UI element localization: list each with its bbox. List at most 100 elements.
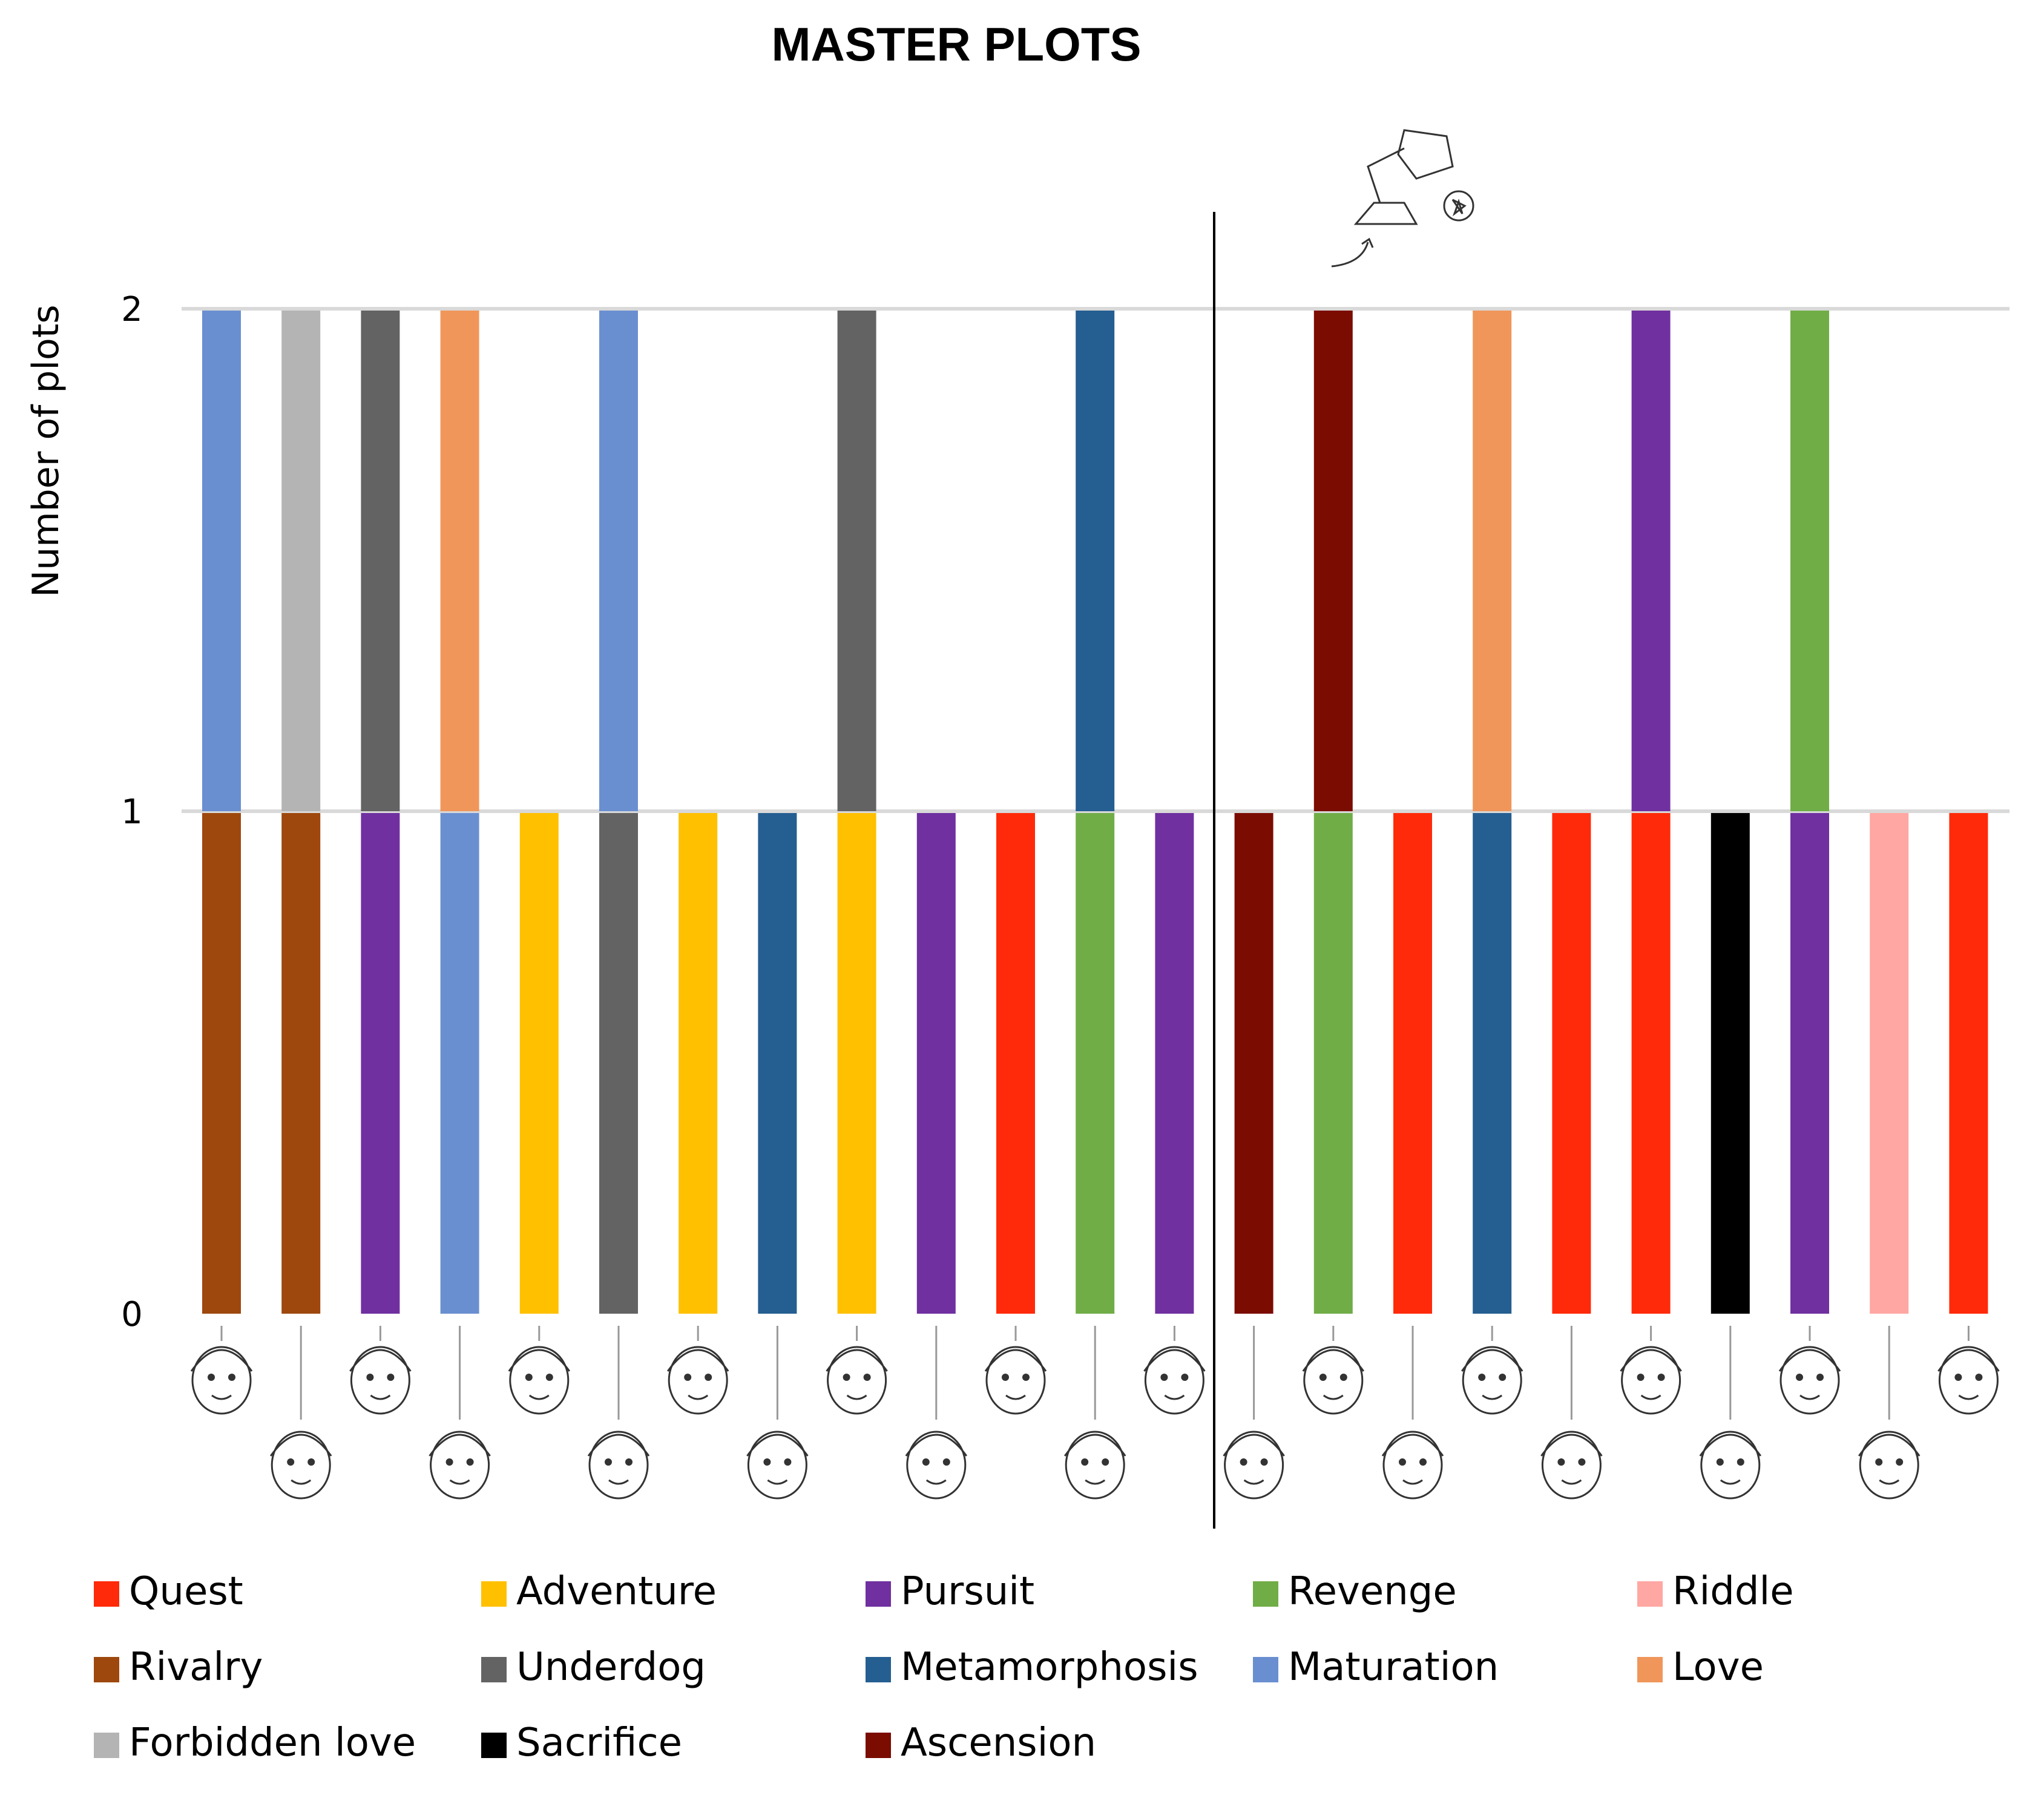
legend-item-love: Love: [1637, 1645, 1764, 1690]
legend-swatch: [1637, 1657, 1663, 1682]
character-sketch-icon: [746, 1431, 809, 1500]
legend: Quest Adventure Pursuit Revenge Riddle Rivalr…: [94, 1569, 1794, 1765]
character-sketch-icon: [190, 1346, 253, 1415]
bar-13-pursuit: [1155, 813, 1194, 1314]
bar-15-ascension: [1313, 311, 1353, 811]
legend-label: Sacrifice: [516, 1721, 682, 1765]
legend-item-rivalry: Rivalry: [94, 1645, 263, 1690]
legend-swatch: [1637, 1581, 1663, 1607]
bar-11-quest: [996, 813, 1035, 1314]
legend-item-pursuit: Pursuit: [866, 1569, 1034, 1614]
bar-14-ascension: [1234, 813, 1273, 1314]
legend-item-forbidden-love: Forbidden love: [94, 1721, 416, 1765]
bar-22-riddle: [1870, 813, 1909, 1314]
legend-item-quest: Quest: [94, 1569, 243, 1614]
legend-item-maturation: Maturation: [1253, 1645, 1499, 1690]
legend-item-sacrifice: Sacrifice: [481, 1721, 682, 1765]
bar-4-maturation: [440, 813, 479, 1314]
character-sketch-icon: [508, 1346, 571, 1415]
y-axis-label: Number of plots: [25, 305, 67, 597]
bars: [202, 311, 1988, 1314]
legend-label: Riddle: [1672, 1569, 1794, 1614]
legend-swatch: [481, 1657, 507, 1682]
character-sketch-icon: [666, 1346, 729, 1415]
character-sketch-icon: [1620, 1346, 1682, 1415]
legend-label: Underdog: [516, 1645, 706, 1690]
legend-item-revenge: Revenge: [1253, 1569, 1457, 1614]
bar-16-quest: [1393, 813, 1432, 1314]
legend-swatch: [481, 1581, 507, 1607]
legend-label: Ascension: [901, 1721, 1096, 1765]
bar-12-metamorphosis: [1076, 311, 1115, 811]
character-sketch-icon: [1143, 1346, 1206, 1415]
legend-label: Pursuit: [901, 1569, 1034, 1614]
bar-19-quest: [1631, 813, 1671, 1314]
legend-swatch: [866, 1657, 891, 1682]
legend-swatch: [94, 1581, 119, 1607]
character-sketch-icon: [1540, 1431, 1603, 1500]
legend-item-ascension: Ascension: [866, 1721, 1096, 1765]
bar-9-underdog: [837, 311, 876, 811]
legend-swatch: [866, 1581, 891, 1607]
bar-6-maturation: [599, 311, 638, 811]
legend-label: Love: [1672, 1645, 1764, 1690]
y-tick-labels: 0 1 2: [121, 290, 143, 1334]
bar-17-metamorphosis: [1473, 813, 1512, 1314]
bar-2-forbidden-love: [281, 311, 321, 811]
character-sketch-icon: [984, 1346, 1047, 1415]
character-sketch-icon: [1699, 1431, 1762, 1500]
character-sketch-icon: [1937, 1346, 2000, 1415]
character-sketch-icon: [349, 1346, 412, 1415]
bar-3-pursuit: [361, 813, 400, 1314]
legend-swatch: [481, 1733, 507, 1758]
character-sketch-icon: [1063, 1431, 1126, 1500]
legend-label: Maturation: [1288, 1645, 1499, 1690]
character-sketch-icon: [269, 1431, 332, 1500]
bar-2-rivalry: [281, 813, 321, 1314]
character-sketch-icon: [826, 1346, 888, 1415]
y-tick-label: 1: [121, 792, 143, 832]
character-sketch-icon: [1461, 1346, 1523, 1415]
y-tick-label: 2: [121, 290, 143, 329]
bar-10-pursuit: [916, 813, 956, 1314]
bar-21-revenge: [1790, 311, 1829, 811]
character-sketch-icon: [1778, 1346, 1841, 1415]
legend-item-adventure: Adventure: [481, 1569, 717, 1614]
character-sketch-icon: [905, 1431, 968, 1500]
bar-12-revenge: [1076, 813, 1115, 1314]
bar-17-love: [1473, 311, 1512, 811]
bar-18-quest: [1552, 813, 1591, 1314]
bar-20-sacrifice: [1710, 813, 1750, 1314]
character-sketch-icon: [429, 1431, 491, 1500]
legend-swatch: [94, 1733, 119, 1758]
bar-1-maturation: [202, 311, 241, 811]
bar-5-adventure: [519, 813, 559, 1314]
legend-swatch: [866, 1733, 891, 1758]
y-tick-label: 0: [121, 1295, 143, 1334]
legend-item-metamorphosis: Metamorphosis: [866, 1645, 1198, 1690]
desk-lamp-mascot-icon: [1331, 129, 1474, 268]
character-sketches: [190, 1326, 2000, 1500]
legend-label: Rivalry: [129, 1645, 263, 1690]
character-sketch-icon: [587, 1431, 650, 1500]
bar-23-quest: [1949, 813, 1988, 1314]
legend-label: Adventure: [516, 1569, 717, 1614]
bar-4-love: [440, 311, 479, 811]
legend-item-riddle: Riddle: [1637, 1569, 1794, 1614]
legend-swatch: [1253, 1581, 1278, 1607]
bar-15-revenge: [1313, 813, 1353, 1314]
character-sketch-icon: [1302, 1346, 1365, 1415]
legend-label: Revenge: [1288, 1569, 1457, 1614]
character-sketch-icon: [1381, 1431, 1444, 1500]
legend-label: Quest: [129, 1569, 243, 1614]
chart-title: MASTER PLOTS: [771, 18, 1141, 71]
legend-swatch: [94, 1657, 119, 1682]
legend-swatch: [1253, 1657, 1278, 1682]
bar-9-adventure: [837, 813, 876, 1314]
legend-label: Metamorphosis: [901, 1645, 1198, 1690]
desk-lamp-mascot-icon: [1331, 129, 1474, 268]
bar-3-underdog: [361, 311, 400, 811]
character-sketch-icon: [1858, 1431, 1921, 1500]
